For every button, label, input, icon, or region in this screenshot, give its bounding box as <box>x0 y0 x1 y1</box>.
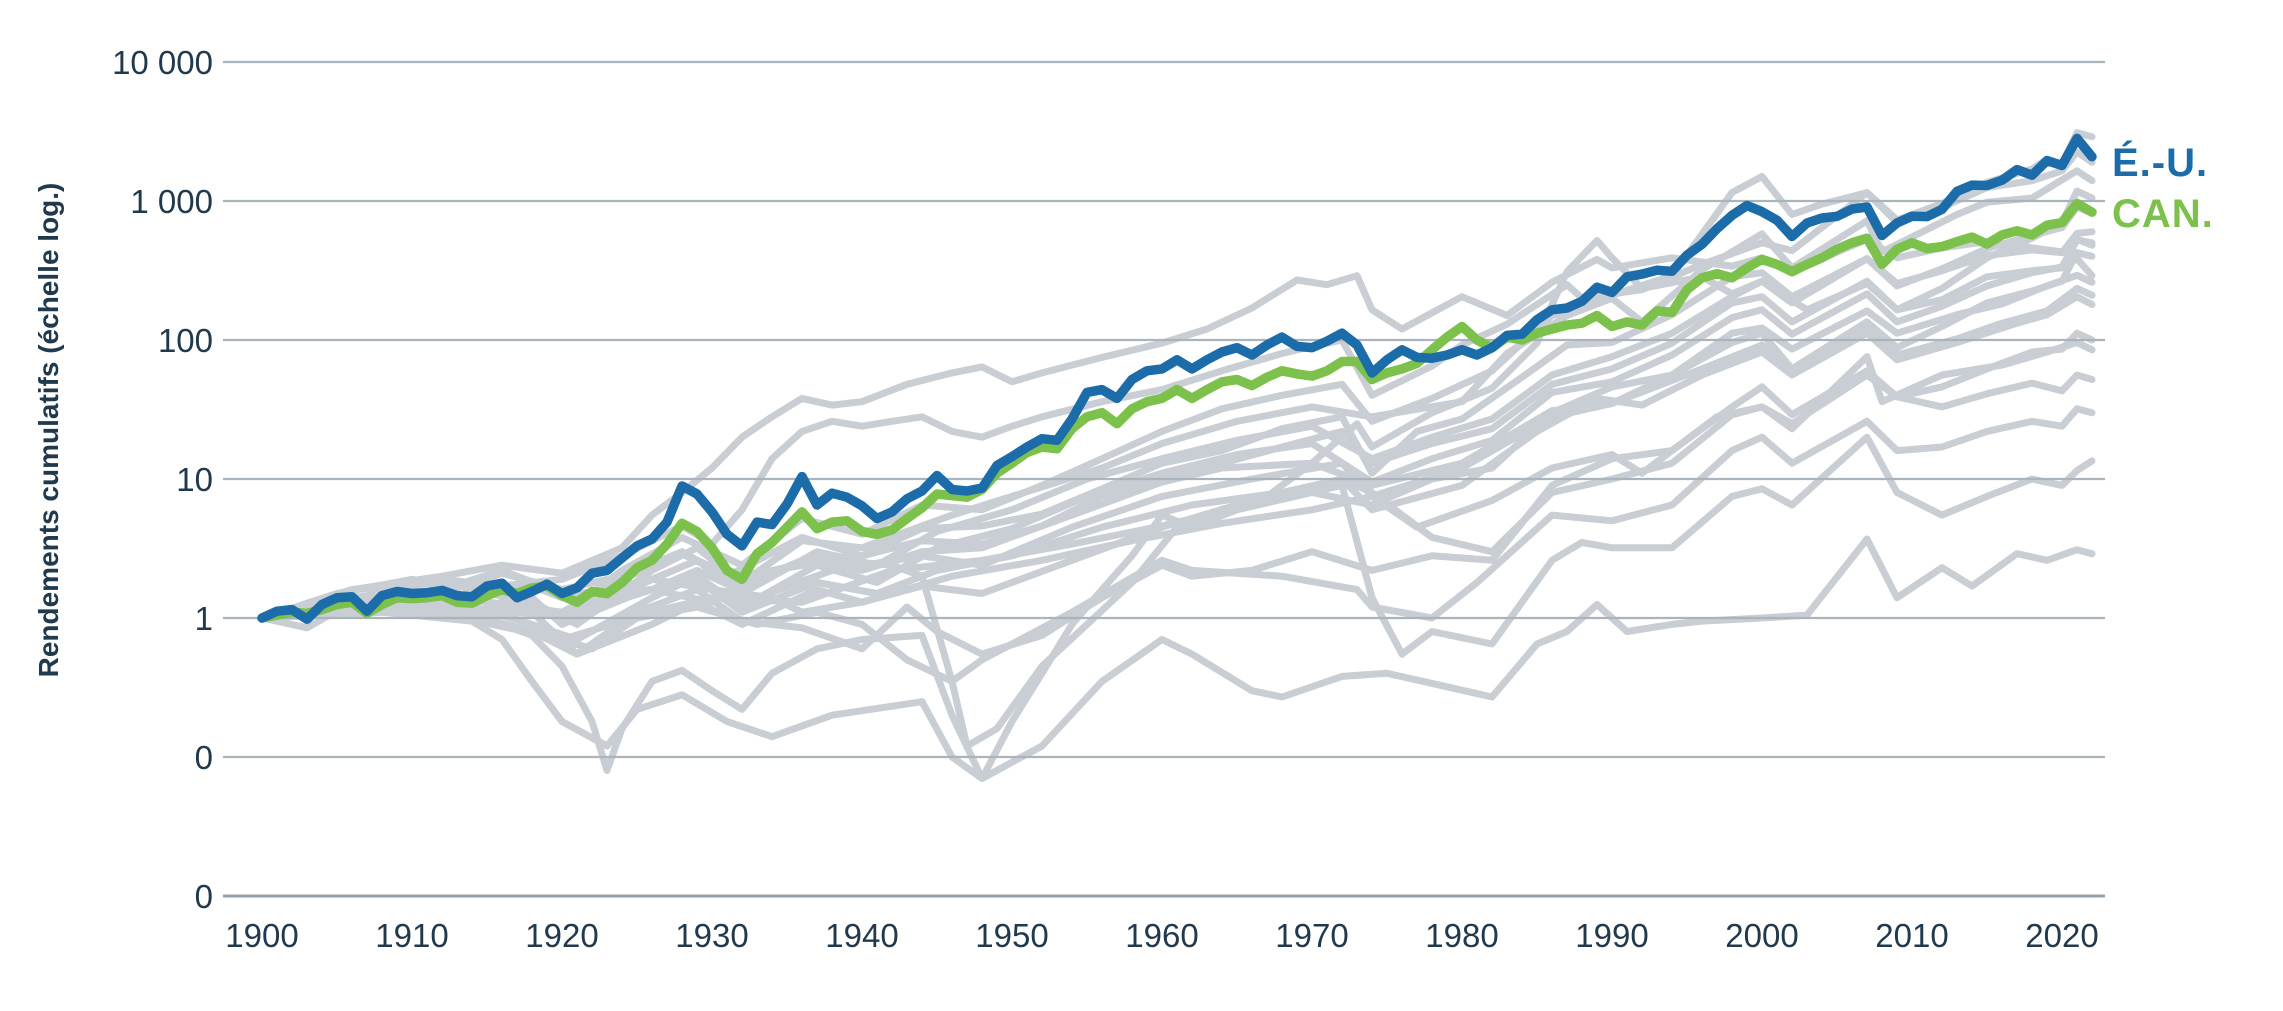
x-tick-label: 1950 <box>975 917 1048 954</box>
y-axis-title: Rendements cumulatifs (échelle log.) <box>33 183 64 678</box>
us-series-label: É.-U. <box>2112 140 2208 185</box>
can-series-label: CAN. <box>2112 192 2214 236</box>
x-tick-label: 1940 <box>825 917 898 954</box>
y-tick-label: 100 <box>158 322 213 359</box>
x-tick-label: 2010 <box>1875 917 1948 954</box>
other-market-line <box>258 249 2096 782</box>
us-line <box>257 133 2097 624</box>
x-tick-label: 1990 <box>1575 917 1648 954</box>
x-tick-label: 1910 <box>375 917 448 954</box>
other-market-line <box>258 405 2096 685</box>
y-tick-label: 0 <box>195 739 213 776</box>
other-market-line <box>258 535 2096 782</box>
other-market-lines <box>258 129 2096 782</box>
other-market-line <box>258 339 2096 658</box>
x-tick-label: 2000 <box>1725 917 1798 954</box>
x-axis-labels: 1900 1910 1920 1930 1940 1950 1960 1970 1980 1990… <box>225 917 2098 954</box>
y-tick-label: 10 000 <box>112 44 213 81</box>
x-tick-label: 1900 <box>225 917 298 954</box>
x-tick-label: 1920 <box>525 917 598 954</box>
y-tick-label: 10 <box>176 461 213 498</box>
y-tick-label: 0 <box>195 878 213 915</box>
x-tick-label: 1960 <box>1125 917 1198 954</box>
x-tick-label: 1930 <box>675 917 748 954</box>
x-tick-label: 1980 <box>1425 917 1498 954</box>
x-tick-label: 1970 <box>1275 917 1348 954</box>
other-market-line <box>258 203 2096 622</box>
highlighted-lines <box>257 133 2097 624</box>
other-market-line <box>258 433 2096 658</box>
y-tick-label: 1 <box>195 600 213 637</box>
other-market-line <box>258 271 2096 622</box>
x-tick-label: 2020 <box>2025 917 2098 954</box>
canada-line <box>257 198 2097 623</box>
gridlines <box>223 60 2105 898</box>
y-tick-label: 1 000 <box>130 183 213 220</box>
